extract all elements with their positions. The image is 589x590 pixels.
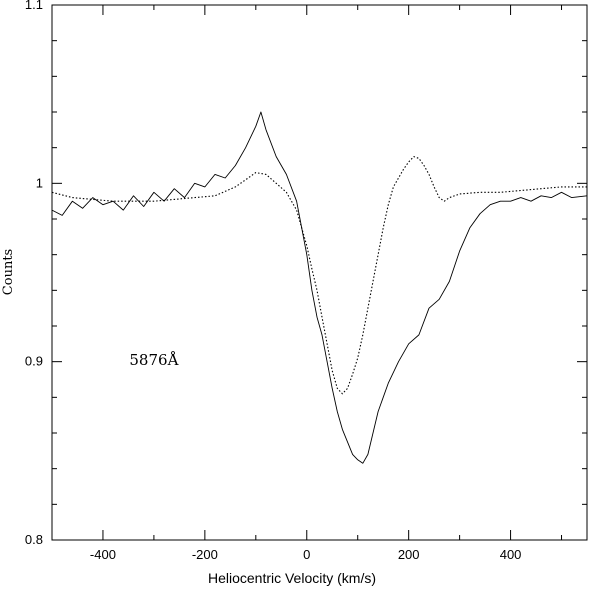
plot-frame [51,4,588,541]
tick-labels: -400 -200 0 200 400 0.8 0.9 1 1.1 [25,0,522,562]
axis-ticks [52,4,587,541]
x-axis-title: Heliocentric Velocity (km/s) [208,570,376,586]
x-tick-label: 200 [398,547,420,562]
y-tick-label: 0.8 [25,532,43,547]
y-tick-label: 0.9 [25,354,43,369]
line-annotation: 5876Å [129,351,178,369]
x-tick-label: -200 [192,547,218,562]
x-tick-label: -400 [90,547,116,562]
y-axis-title: Counts [1,249,16,295]
y-tick-label: 1 [36,175,43,190]
series-line-dotted [51,156,587,395]
x-tick-label: 0 [303,547,310,562]
x-tick-label: 400 [500,547,522,562]
annotation-layer: 5876Å [129,351,178,369]
series-layer [51,111,588,464]
y-tick-label: 1.1 [25,0,43,12]
series-line-solid [51,111,588,464]
